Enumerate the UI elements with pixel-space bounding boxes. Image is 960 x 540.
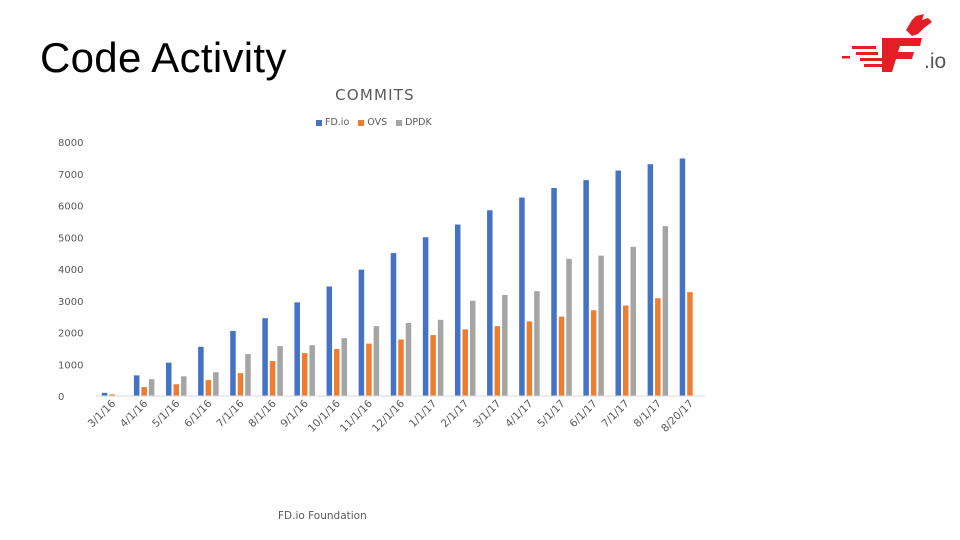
bar-dpdk-16 [630, 246, 636, 396]
bar-fdio-17 [647, 164, 654, 396]
bar-ovs-15 [590, 310, 597, 396]
y-tick-label: 3000 [58, 297, 83, 308]
legend-label-fdio: FD.io [325, 117, 350, 128]
bar-dpdk-7 [341, 338, 348, 396]
bar-ovs-13 [526, 321, 533, 396]
bar-ovs-11 [462, 329, 468, 396]
bar-fdio-0 [101, 392, 108, 396]
legend-item-dpdk: DPDK [396, 117, 432, 128]
x-tick-label: 4/1/17 [503, 398, 535, 430]
x-tick-label: 6/1/16 [182, 397, 215, 430]
x-tick-label: 5/1/16 [150, 397, 183, 430]
y-tick-label: 1000 [58, 360, 83, 371]
legend-item-ovs: OVS [358, 117, 387, 128]
bar-dpdk-15 [598, 255, 604, 396]
y-tick-label: 4000 [58, 265, 83, 276]
bar-fdio-10 [422, 237, 429, 396]
bar-ovs-2 [173, 384, 180, 396]
bar-dpdk-13 [534, 291, 540, 396]
bar-fdio-4 [230, 330, 236, 396]
bar-dpdk-8 [373, 326, 380, 396]
x-tick-label: 11/1/16 [338, 397, 375, 434]
slide-title: Code Activity [40, 34, 287, 81]
bar-ovs-9 [398, 339, 404, 396]
bar-dpdk-4 [245, 354, 251, 396]
bar-fdio-9 [390, 253, 397, 396]
bar-ovs-18 [687, 292, 693, 396]
x-tick-label: 4/1/16 [118, 397, 151, 430]
bar-fdio-16 [615, 170, 621, 396]
bar-ovs-10 [430, 335, 436, 396]
bar-fdio-18 [679, 158, 686, 396]
bar-dpdk-2 [181, 376, 187, 396]
chart-title: COMMITS [335, 86, 415, 104]
legend-swatch-fdio [316, 119, 322, 126]
bar-dpdk-1 [148, 379, 155, 396]
bar-fdio-7 [326, 286, 333, 396]
bar-dpdk-11 [469, 300, 476, 396]
bar-dpdk-5 [277, 346, 283, 396]
y-tick-label: 7000 [58, 170, 83, 181]
chart-legend: FD.io OVS DPDK [316, 117, 432, 128]
x-tick-label: 6/1/17 [567, 398, 599, 430]
y-tick-label: 0 [58, 392, 64, 403]
y-tick-label: 5000 [58, 233, 83, 244]
legend-swatch-dpdk [396, 119, 403, 126]
logo-text: .io [924, 50, 946, 73]
x-tick-label: 5/1/17 [535, 398, 567, 430]
x-tick-label: 3/1/17 [471, 398, 503, 430]
bar-ovs-17 [655, 298, 661, 396]
bar-ovs-4 [237, 373, 244, 396]
bar-ovs-7 [334, 349, 340, 396]
bar-dpdk-14 [566, 258, 572, 396]
bar-fdio-5 [262, 318, 268, 396]
x-tick-label: 8/1/16 [246, 397, 279, 430]
legend-item-fdio: FD.io [316, 117, 349, 128]
x-tick-label: 10/1/16 [306, 397, 343, 434]
x-tick-label: 7/1/17 [599, 398, 631, 430]
bar-ovs-1 [141, 387, 147, 396]
y-tick-label: 8000 [58, 138, 83, 149]
x-tick-label: 8/20/17 [659, 398, 696, 435]
x-tick-label: 3/1/16 [86, 397, 119, 430]
x-tick-label: 7/1/16 [214, 397, 247, 430]
bar-fdio-1 [133, 375, 140, 396]
fdio-logo-icon: .io [842, 14, 946, 73]
bar-ovs-3 [205, 380, 212, 396]
bar-fdio-6 [294, 302, 300, 396]
bar-dpdk-9 [405, 322, 412, 396]
bar-ovs-6 [301, 353, 308, 396]
legend-label-ovs: OVS [367, 117, 388, 128]
x-tick-label: 1/1/17 [407, 398, 439, 430]
x-tick-label: 2/1/17 [439, 398, 471, 430]
bar-dpdk-17 [662, 226, 669, 396]
bar-fdio-8 [358, 269, 365, 396]
bar-ovs-0 [109, 394, 115, 396]
bar-fdio-12 [487, 210, 493, 396]
bar-ovs-16 [622, 305, 629, 396]
y-tick-label: 6000 [58, 202, 83, 213]
bar-dpdk-3 [213, 372, 219, 396]
bar-fdio-13 [519, 197, 525, 396]
bar-fdio-14 [551, 188, 557, 396]
bar-fdio-2 [166, 362, 172, 396]
bar-ovs-8 [366, 343, 372, 396]
footer-text: FD.io Foundation [278, 510, 367, 522]
y-tick-label: 2000 [58, 329, 83, 340]
bar-fdio-3 [198, 346, 204, 396]
legend-swatch-ovs [358, 119, 365, 126]
x-tick-label: 12/1/16 [370, 397, 407, 434]
bar-dpdk-12 [502, 295, 508, 396]
bar-ovs-14 [558, 316, 565, 396]
bar-ovs-5 [269, 361, 276, 396]
bar-fdio-11 [454, 224, 461, 396]
legend-label-dpdk: DPDK [405, 117, 432, 128]
bar-dpdk-10 [437, 319, 444, 396]
bar-ovs-12 [494, 326, 501, 396]
bar-dpdk-6 [309, 345, 315, 396]
bar-fdio-15 [583, 180, 589, 396]
